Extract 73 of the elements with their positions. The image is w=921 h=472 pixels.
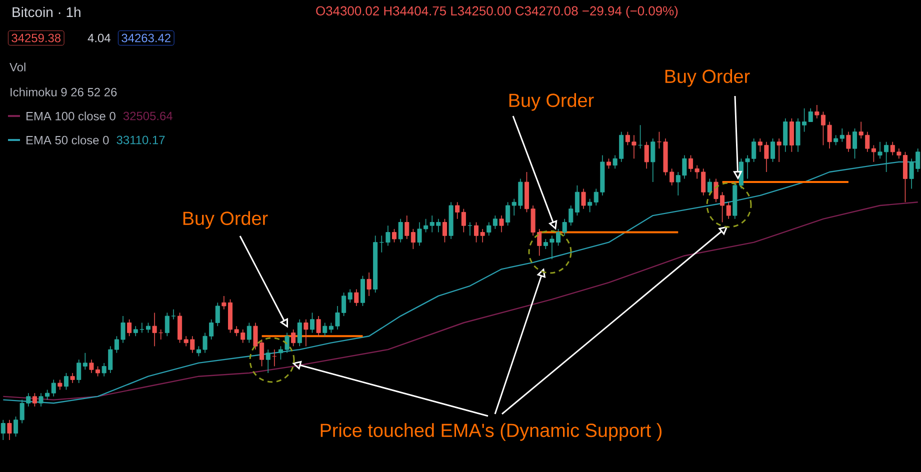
candlestick (32, 392, 37, 407)
candlestick (64, 372, 69, 390)
candlestick (70, 372, 75, 384)
candlestick (644, 141, 649, 170)
candlestick (354, 288, 359, 306)
candlestick (310, 312, 315, 334)
annotation: 33110.17 (116, 136, 165, 144)
candlestick (852, 128, 858, 159)
annotation: Buy Order (183, 211, 268, 229)
candlestick (291, 329, 296, 347)
annotation: Buy Order (509, 93, 594, 111)
legend-label: EMA 100 close 0 (26, 112, 116, 120)
candlestick (588, 198, 592, 213)
candlestick (7, 420, 12, 440)
candlestick (770, 138, 776, 162)
legend-label: EMA 50 close 0 (26, 136, 109, 144)
candlestick (133, 326, 138, 337)
candlestick (506, 202, 510, 226)
candlestick (606, 158, 612, 170)
candlestick (316, 316, 321, 337)
candlestick (82, 352, 88, 370)
candlestick (152, 312, 157, 347)
candlestick (164, 312, 170, 337)
candlestick (442, 218, 448, 243)
candlestick (304, 319, 308, 347)
chart-title: Bitcoin · 1h (12, 6, 80, 18)
candlestick (486, 222, 492, 236)
candlestick (398, 218, 403, 243)
candlestick (51, 379, 56, 397)
candlestick (127, 319, 132, 337)
candlestick (871, 144, 876, 162)
candlestick (404, 215, 410, 240)
text: 34263.42 (122, 34, 170, 42)
candlestick (76, 359, 82, 384)
candlestick (58, 379, 62, 390)
candlestick (297, 319, 302, 347)
candlestick (726, 202, 731, 220)
candlestick (386, 225, 390, 246)
text: 34259.38 (12, 34, 61, 42)
candlestick (140, 322, 144, 334)
candlestick (808, 108, 813, 122)
candlestick (581, 188, 586, 210)
candlestick (455, 202, 460, 220)
candlestick (266, 349, 270, 374)
candlestick (499, 215, 504, 233)
candlestick (846, 131, 851, 152)
candlestick (215, 302, 220, 326)
candlestick (834, 134, 838, 146)
candlestick (246, 322, 252, 344)
candlestick (322, 322, 328, 337)
candlestick (348, 288, 352, 304)
annotation: 32505.64 (123, 112, 172, 120)
text: Buy Order (665, 69, 750, 87)
candlestick (783, 118, 788, 152)
candlestick (360, 275, 365, 306)
candlestick (0, 420, 6, 440)
chart-subtitle: O34300.02 H34404.75 L34250.00 C34270.08 −29.94 (−0.09%) (316, 6, 678, 18)
candlestick (789, 118, 794, 152)
candlestick (776, 138, 782, 162)
text: 4.04 (88, 34, 110, 42)
text: Vol (10, 62, 26, 72)
candlestick (574, 185, 580, 216)
candlestick (410, 228, 416, 250)
candlestick (650, 138, 656, 182)
text: Ichimoku 9 26 52 26 (10, 88, 117, 96)
annotation: Price touched EMA's (Dynamic Support ) (320, 423, 662, 441)
candlestick (461, 208, 466, 233)
candlestick (840, 128, 844, 142)
candlestick (366, 272, 372, 296)
candlestick (146, 322, 151, 334)
candlestick (171, 308, 176, 320)
candlestick (392, 228, 397, 243)
candlestick (492, 215, 498, 230)
